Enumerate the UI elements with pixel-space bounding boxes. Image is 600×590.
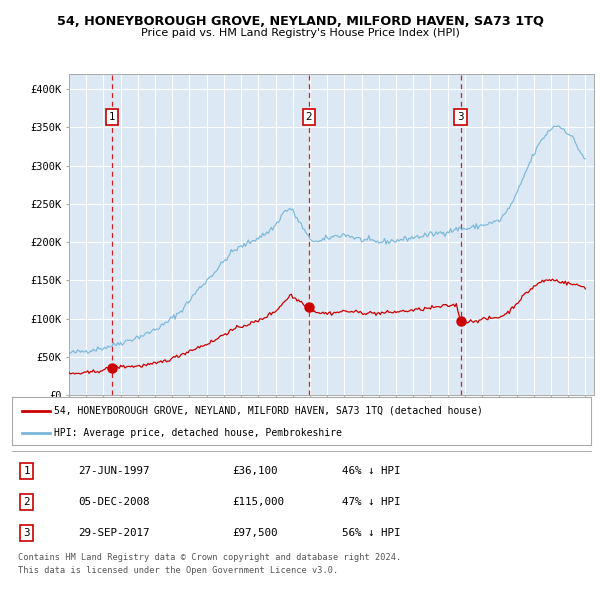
Text: 1: 1 <box>109 112 115 122</box>
Text: 2: 2 <box>305 112 312 122</box>
Text: 1: 1 <box>23 466 30 476</box>
Text: 2: 2 <box>23 497 30 507</box>
Text: 46% ↓ HPI: 46% ↓ HPI <box>342 466 401 476</box>
Text: This data is licensed under the Open Government Licence v3.0.: This data is licensed under the Open Gov… <box>18 566 338 575</box>
Text: HPI: Average price, detached house, Pembrokeshire: HPI: Average price, detached house, Pemb… <box>53 428 341 438</box>
Text: £97,500: £97,500 <box>232 528 278 538</box>
Text: 56% ↓ HPI: 56% ↓ HPI <box>342 528 401 538</box>
Text: 3: 3 <box>457 112 464 122</box>
Text: 27-JUN-1997: 27-JUN-1997 <box>79 466 150 476</box>
Text: £36,100: £36,100 <box>232 466 278 476</box>
Text: Price paid vs. HM Land Registry's House Price Index (HPI): Price paid vs. HM Land Registry's House … <box>140 28 460 38</box>
Text: 29-SEP-2017: 29-SEP-2017 <box>79 528 150 538</box>
Text: 47% ↓ HPI: 47% ↓ HPI <box>342 497 401 507</box>
Text: £115,000: £115,000 <box>232 497 284 507</box>
Text: 3: 3 <box>23 528 30 538</box>
Text: 05-DEC-2008: 05-DEC-2008 <box>79 497 150 507</box>
Text: 54, HONEYBOROUGH GROVE, NEYLAND, MILFORD HAVEN, SA73 1TQ: 54, HONEYBOROUGH GROVE, NEYLAND, MILFORD… <box>56 15 544 28</box>
Text: Contains HM Land Registry data © Crown copyright and database right 2024.: Contains HM Land Registry data © Crown c… <box>18 553 401 562</box>
Text: 54, HONEYBOROUGH GROVE, NEYLAND, MILFORD HAVEN, SA73 1TQ (detached house): 54, HONEYBOROUGH GROVE, NEYLAND, MILFORD… <box>53 405 482 415</box>
